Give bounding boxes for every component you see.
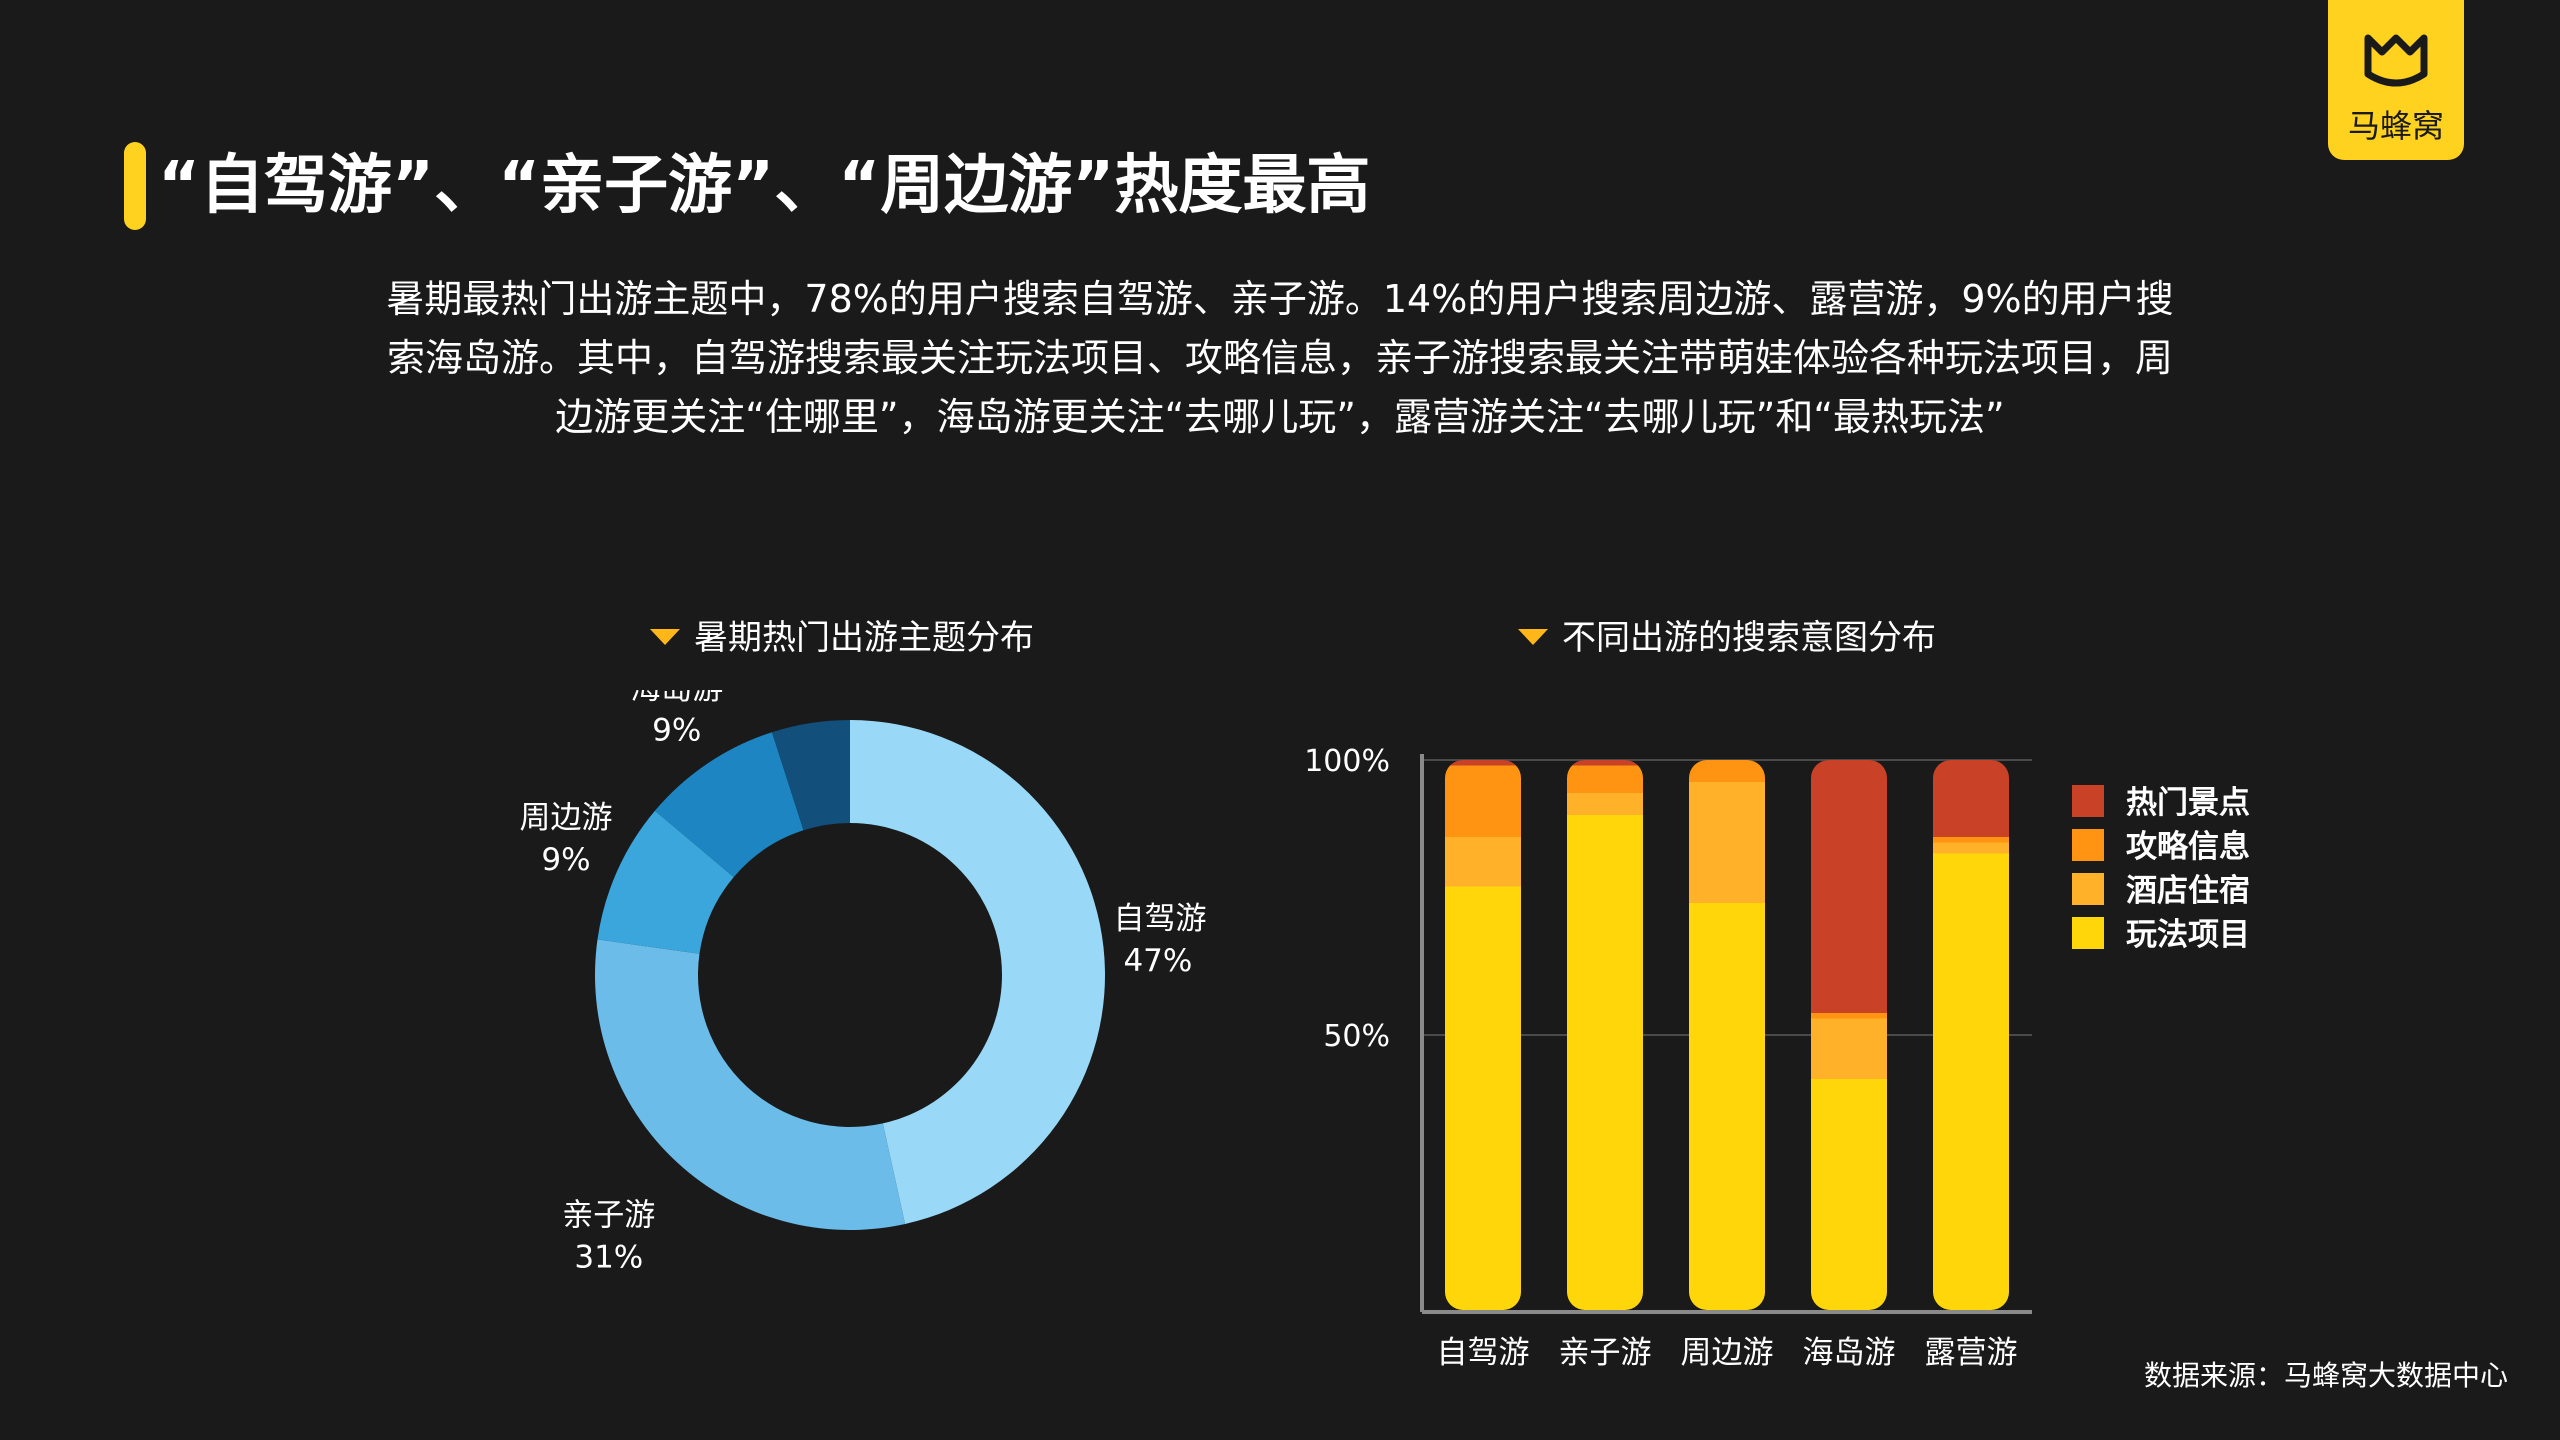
legend-label: 攻略信息: [2126, 829, 2250, 865]
data-source-note: 数据来源：马蜂窝大数据中心: [2144, 1359, 2509, 1392]
bar-segment: [1811, 760, 1887, 1013]
bar-segment: [1567, 760, 1643, 766]
legend-label: 酒店住宿: [2126, 873, 2250, 909]
donut-label: 周边游: [520, 800, 613, 836]
x-tick-label: 海岛游: [1803, 1335, 1896, 1371]
mafengwo-m-icon: [2364, 34, 2428, 87]
bar-stack: [1811, 760, 1887, 1310]
donut-label: 海岛游: [630, 690, 723, 707]
triangle-down-icon: [650, 628, 680, 645]
bar-segment: [1933, 760, 2009, 837]
bar-segment: [1811, 1013, 1887, 1019]
donut-slice-2: [595, 939, 906, 1230]
page-title: “自驾游”、“亲子游”、“周边游”热度最高: [158, 149, 1371, 223]
title-accent-bar: [124, 142, 146, 230]
y-tick-label: 50%: [1323, 1019, 1390, 1054]
legend-swatch: [2072, 917, 2104, 949]
donut-label: 自驾游: [1113, 901, 1206, 937]
logo-text: 马蜂窝: [2347, 107, 2444, 145]
bar-segment: [1445, 837, 1521, 887]
bar-chart-title-text: 不同出游的搜索意图分布: [1562, 618, 1936, 658]
x-tick-label: 周边游: [1681, 1335, 1774, 1371]
donut-slice-3: [597, 810, 734, 954]
brand-logo: 马蜂窝: [2328, 0, 2464, 160]
x-tick-label: 露营游: [1925, 1335, 2018, 1371]
bar-stack: [1689, 760, 1765, 1310]
donut-slice-5: [771, 720, 850, 831]
bar-segment: [1811, 1079, 1887, 1310]
legend-swatch: [2072, 829, 2104, 861]
bar-segment: [1933, 853, 2009, 1310]
legend-label: 热门景点: [2126, 785, 2250, 821]
donut-slice-4: [654, 732, 804, 878]
bar-segment: [1445, 886, 1521, 1310]
donut-chart-title-text: 暑期热门出游主题分布: [694, 618, 1034, 658]
donut-label: 亲子游: [562, 1197, 655, 1233]
bar-segment: [1689, 903, 1765, 1310]
donut-value-label: 9%: [652, 713, 701, 749]
donut-value-label: 47%: [1123, 943, 1192, 979]
bar-segment: [1567, 765, 1643, 793]
bar-segment: [1933, 837, 2009, 843]
bar-segment: [1445, 765, 1521, 837]
donut-value-label: 31%: [574, 1239, 643, 1275]
bar-stack: [1933, 760, 2009, 1310]
bar-segment: [1567, 815, 1643, 1310]
legend-swatch: [2072, 785, 2104, 817]
bar-stack: [1567, 760, 1643, 1310]
triangle-down-icon: [1518, 628, 1548, 645]
bar-segment: [1933, 842, 2009, 854]
legend-label: 玩法项目: [2126, 917, 2250, 953]
donut-chart-title: 暑期热门出游主题分布: [650, 616, 1034, 660]
bar-chart-title: 不同出游的搜索意图分布: [1518, 616, 1936, 660]
bar-segment: [1445, 760, 1521, 766]
bar-segment: [1689, 760, 1765, 782]
donut-value-label: 9%: [541, 842, 590, 878]
bar-stack: [1445, 760, 1521, 1310]
y-tick-label: 100%: [1304, 744, 1390, 779]
x-tick-label: 亲子游: [1559, 1335, 1652, 1371]
donut-slice-1: [850, 720, 1106, 1224]
bar-segment: [1689, 782, 1765, 903]
summary-text: 暑期最热门出游主题中，78%的用户搜索自驾游、亲子游。14%的用户搜索周边游、露…: [386, 277, 2174, 439]
x-tick-label: 自驾游: [1437, 1335, 1530, 1371]
legend-swatch: [2072, 873, 2104, 905]
bar-segment: [1811, 1018, 1887, 1079]
bar-segment: [1567, 793, 1643, 815]
